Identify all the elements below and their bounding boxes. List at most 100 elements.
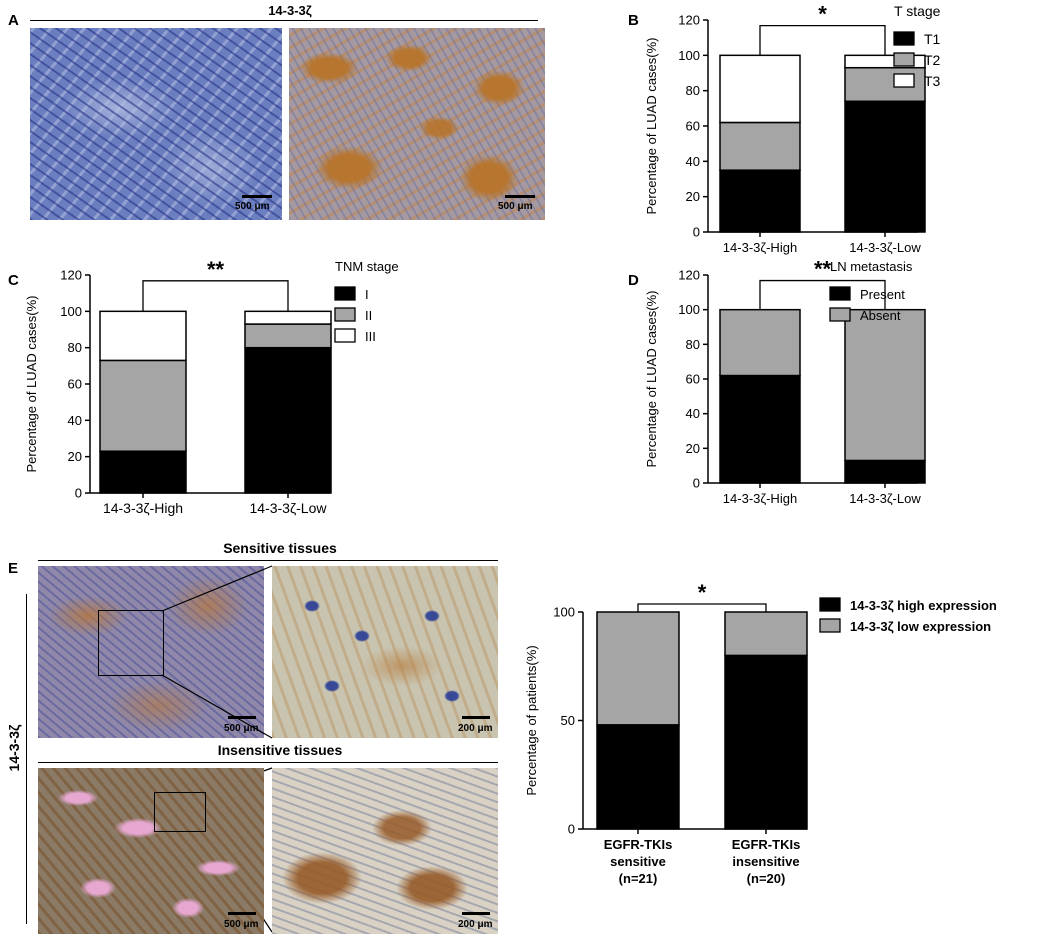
x-tick-label: 14-3-3ζ-Low [849, 491, 921, 506]
scale-bar [242, 195, 272, 198]
scale-bar [462, 912, 490, 915]
legend-label: Absent [860, 308, 901, 323]
bar-segment [596, 724, 680, 830]
panel-letter-d: D [628, 272, 639, 289]
y-tick-label: 40 [686, 406, 700, 421]
significance-marker: * [698, 580, 707, 605]
bar-segment [719, 374, 801, 484]
legend-label: Present [860, 287, 905, 302]
y-axis-label: Percentage of LUAD cases(%) [644, 290, 659, 467]
y-tick-label: 120 [678, 13, 700, 28]
bar-segment [719, 54, 801, 124]
x-tick-label: sensitive [610, 854, 666, 869]
y-tick-label: 100 [553, 605, 575, 620]
micrograph-sensitive-zoom: 200 μm [272, 566, 498, 738]
chart-b: 0 20 40 60 80 100 120 Percentage of LUAD cases(… [644, 2, 941, 255]
significance-marker: ** [814, 257, 832, 282]
y-tick-label: 0 [693, 225, 700, 240]
significance-bracket [637, 603, 767, 612]
panel-e-side-label: 14-3-3ζ [6, 724, 22, 772]
legend-swatch [893, 73, 915, 88]
bar-segment [596, 611, 680, 726]
y-axis-label: Percentage of patients(%) [524, 645, 539, 795]
bar-segment [719, 308, 801, 377]
bar-segment [99, 310, 187, 362]
scale-label: 500 μm [224, 723, 259, 734]
legend-label: T1 [924, 31, 941, 47]
micrograph-low-expression: 500 μm [30, 28, 282, 220]
scale-bar [228, 912, 256, 915]
chart-e: 0 50 100 Percentage of patients(%) EGFR-TKIs… [524, 580, 997, 886]
panel-letter-c: C [8, 272, 19, 289]
legend-label: 14-3-3ζ high expression [850, 598, 997, 613]
legend-swatch [819, 618, 841, 633]
micrograph-insensitive-zoom: 200 μm [272, 768, 498, 934]
y-tick-label: 20 [686, 441, 700, 456]
bar-segment [724, 611, 808, 657]
y-tick-label: 0 [693, 476, 700, 491]
scale-bar [505, 195, 535, 198]
y-tick-label: 80 [68, 340, 82, 355]
scale-label: 200 μm [458, 723, 493, 734]
significance-bracket [142, 280, 289, 312]
bar-segment [99, 450, 187, 494]
insensitive-tissues-title: Insensitive tissues [217, 742, 343, 758]
legend-title: T stage [894, 3, 941, 19]
y-tick-label: 0 [75, 486, 82, 501]
y-tick-label: 40 [68, 413, 82, 428]
legend-swatch [829, 286, 851, 301]
legend-label: III [365, 329, 376, 344]
legend-swatch [334, 307, 356, 322]
y-tick-label: 60 [686, 119, 700, 134]
x-tick-label: 14-3-3ζ-Low [250, 500, 328, 516]
y-axis-label: Percentage of LUAD cases(%) [24, 295, 39, 472]
x-tick-label: EGFR-TKIs [732, 837, 801, 852]
legend-swatch [334, 328, 356, 343]
bar-segment [844, 100, 926, 233]
bar-segment [99, 359, 187, 452]
y-tick-label: 100 [678, 302, 700, 317]
micrograph-sensitive-overview: 500 μm [38, 566, 264, 738]
y-tick-label: 120 [678, 268, 700, 283]
legend-label: T3 [924, 73, 941, 89]
scale-label: 500 μm [498, 201, 533, 212]
significance-marker: * [818, 2, 827, 27]
scale-label: 200 μm [458, 919, 493, 930]
zoom-box [154, 792, 206, 832]
panel-e-side-line [26, 594, 27, 924]
micrograph-insensitive-overview: 500 μm [38, 768, 264, 934]
x-tick-label: insensitive [732, 854, 799, 869]
scale-bar [462, 716, 490, 719]
x-tick-label: 14-3-3ζ-Low [849, 240, 921, 255]
legend-swatch [334, 286, 356, 301]
legend-label: II [365, 308, 372, 323]
legend-swatch [829, 307, 851, 322]
y-tick-label: 40 [686, 154, 700, 169]
bar-segment [244, 346, 332, 494]
x-tick-label: (n=20) [747, 871, 786, 886]
sensitive-title-line [38, 560, 498, 561]
panel-a-title: 14-3-3ζ [268, 3, 312, 18]
insensitive-title-line [38, 762, 498, 763]
scale-label: 500 μm [235, 201, 270, 212]
bar-segment [844, 459, 926, 484]
y-tick-label: 20 [686, 189, 700, 204]
bar-segment [724, 654, 808, 830]
bar-segment [719, 169, 801, 233]
bar-segment [244, 310, 332, 325]
legend-swatch [893, 52, 915, 67]
bar-segment [844, 308, 926, 462]
significance-marker: ** [207, 257, 225, 282]
y-tick-label: 100 [60, 304, 82, 319]
scale-bar [228, 716, 256, 719]
panel-e-side-label-wrap: 14-3-3ζ [4, 700, 24, 800]
legend-swatch [893, 31, 915, 46]
panel-letter-b: B [628, 12, 639, 29]
legend-label: T2 [924, 52, 941, 68]
y-tick-label: 60 [68, 377, 82, 392]
y-tick-label: 0 [568, 822, 575, 837]
x-tick-label: EGFR-TKIs [604, 837, 673, 852]
y-tick-label: 100 [678, 48, 700, 63]
x-tick-label: 14-3-3ζ-High [103, 500, 183, 516]
